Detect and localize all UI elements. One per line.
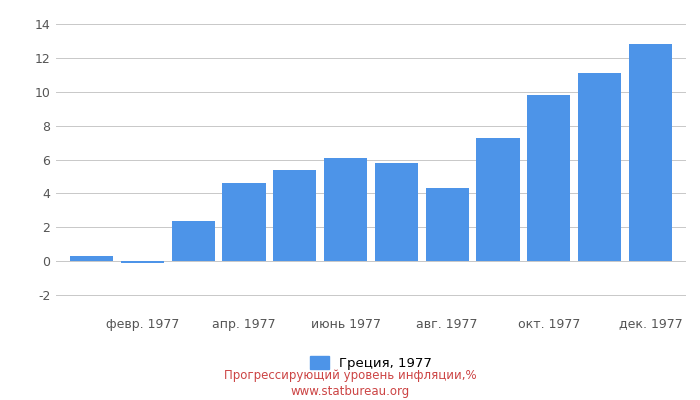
- Bar: [70, 256, 113, 261]
- Text: Прогрессирующий уровень инфляции,%: Прогрессирующий уровень инфляции,%: [224, 370, 476, 382]
- Bar: [527, 95, 570, 261]
- Bar: [223, 183, 265, 261]
- Bar: [172, 220, 215, 261]
- Bar: [477, 138, 519, 261]
- Bar: [629, 44, 672, 261]
- Legend: Греция, 1977: Греция, 1977: [310, 356, 432, 370]
- Bar: [324, 158, 368, 261]
- Bar: [374, 163, 418, 261]
- Bar: [578, 73, 621, 261]
- Bar: [426, 188, 469, 261]
- Bar: [273, 170, 316, 261]
- Bar: [121, 261, 164, 263]
- Text: www.statbureau.org: www.statbureau.org: [290, 386, 410, 398]
